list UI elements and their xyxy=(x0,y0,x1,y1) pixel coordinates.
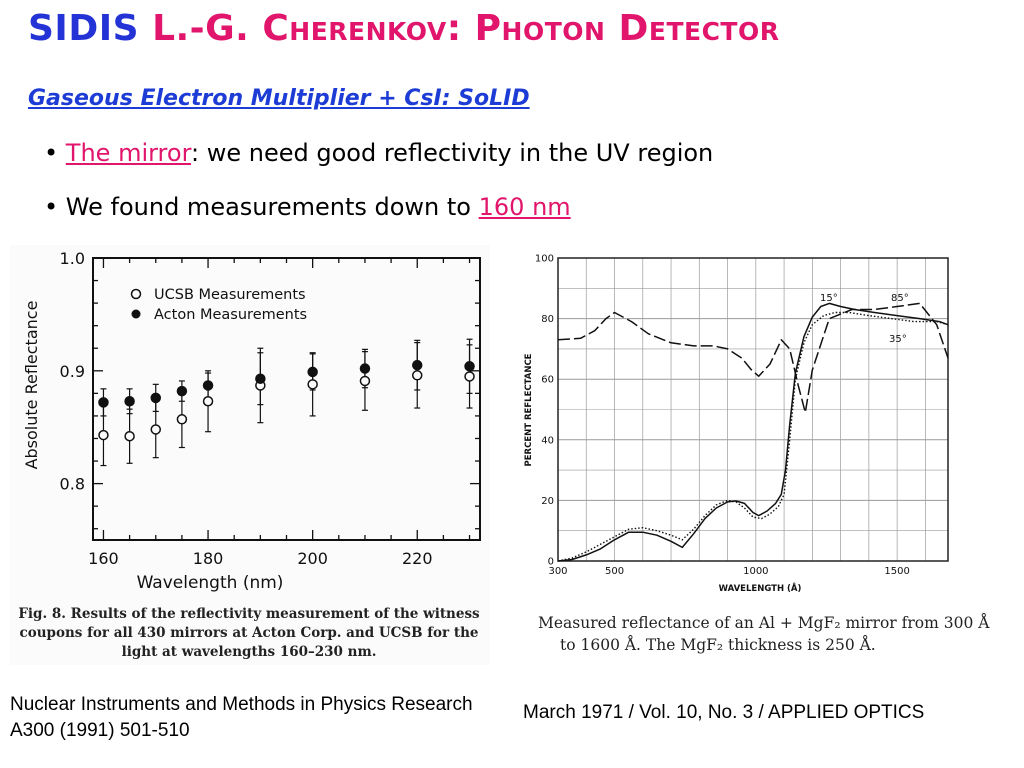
left-x-tick-label: 200 xyxy=(297,549,328,568)
ucsb-data-point xyxy=(98,429,109,441)
left-y-tick-label: 1.0 xyxy=(60,249,85,268)
left-y-axis-label: Absolute Reflectance xyxy=(22,301,41,470)
bullet-mirror: • The mirror: we need good reflectivity … xyxy=(44,139,714,167)
legend-ucsb-label: UCSB Measurements xyxy=(154,287,306,303)
left-x-tick-label: 160 xyxy=(88,549,119,568)
right-y-tick-label: 60 xyxy=(541,375,554,386)
legend-ucsb-marker xyxy=(130,288,142,300)
mirror-link[interactable]: The mirror xyxy=(65,139,192,167)
ucsb-data-point xyxy=(176,414,188,425)
series-line-85deg xyxy=(557,302,949,414)
right-caption-line-2: to 1600 Å. The MgF₂ thickness is 250 Å. xyxy=(560,636,876,654)
ucsb-data-point xyxy=(411,370,423,381)
legend-acton-label: Acton Measurements xyxy=(154,307,307,323)
series-line-15deg xyxy=(557,302,949,562)
ucsb-data-point xyxy=(464,371,475,382)
left-y-tick-label: 0.8 xyxy=(60,475,85,494)
acton-data-point xyxy=(124,396,135,407)
left-y-tick-label: 0.9 xyxy=(60,362,85,381)
left-x-axis-label: Wavelength (nm) xyxy=(137,573,284,593)
title-part-detector: L.-G. Cherenkov: Photon Detector xyxy=(152,8,780,49)
acton-data-point xyxy=(359,363,371,374)
left-figure-caption: Fig. 8. Results of the reflectivity meas… xyxy=(18,606,480,660)
acton-data-point xyxy=(202,380,214,391)
right-x-axis-label: WAVELENGTH (Å) xyxy=(719,583,802,594)
acton-data-point xyxy=(98,397,109,408)
subtitle-link[interactable]: Gaseous Electron Multiplier + CsI: SoLID xyxy=(28,86,530,111)
acton-data-point xyxy=(464,361,475,372)
right-x-tick-label: 300 xyxy=(548,566,567,577)
right-x-tick-label: 500 xyxy=(605,566,624,577)
right-y-axis-label: PERCENT REFLECTANCE xyxy=(524,353,534,466)
acton-data-point xyxy=(255,373,266,384)
right-x-tick-label: 1000 xyxy=(743,566,768,577)
right-y-tick-label: 40 xyxy=(541,435,554,446)
bullet-measurements: • We found measurements down to 160 nm xyxy=(44,193,571,221)
ucsb-data-point xyxy=(359,375,371,387)
ucsb-data-point xyxy=(124,430,135,442)
acton-data-point xyxy=(176,385,188,397)
ucsb-data-point xyxy=(150,424,162,435)
right-x-tick-label: 1500 xyxy=(884,566,909,577)
acton-data-point xyxy=(411,359,423,371)
left-x-tick-label: 180 xyxy=(193,549,224,568)
ucsb-data-point xyxy=(202,396,214,407)
wavelength-link[interactable]: 160 nm xyxy=(478,193,571,221)
acton-data-point xyxy=(307,366,318,378)
right-y-tick-label: 20 xyxy=(541,496,554,507)
right-figure-reference: March 1971 / Vol. 10, No. 3 / APPLIED OP… xyxy=(523,702,925,723)
right-y-tick-label: 80 xyxy=(541,314,554,325)
curve-label-35: 35° xyxy=(889,334,907,345)
title-part-sidis: SIDIS xyxy=(28,8,153,49)
legend-acton-marker xyxy=(131,309,141,319)
bullet-mirror-text: : we need good reflectivity in the UV re… xyxy=(191,139,714,167)
acton-data-point xyxy=(150,392,162,404)
left-reflectance-chart: 0.8 0.9 1.0 160 180 200 220 UCSB Measurements… xyxy=(10,245,490,665)
bullet-measurements-text: We found measurements down to xyxy=(65,193,479,221)
right-caption-line-1: Measured reflectance of an Al + MgF₂ mir… xyxy=(538,614,990,632)
slide-title: SIDIS L.-G. Cherenkov: Photon Detector xyxy=(28,8,779,49)
left-figure-reference: Nuclear Instruments and Methods in Physi… xyxy=(10,694,473,741)
left-x-tick-label: 220 xyxy=(402,549,433,568)
right-y-tick-label: 0 xyxy=(548,557,554,568)
right-figure-caption: Measured reflectance of an Al + MgF₂ mir… xyxy=(538,612,1018,656)
curve-label-15: 15° xyxy=(820,293,838,304)
ucsb-data-point xyxy=(307,379,318,390)
curve-label-85: 85° xyxy=(891,293,909,304)
right-y-tick-label: 100 xyxy=(535,254,554,265)
